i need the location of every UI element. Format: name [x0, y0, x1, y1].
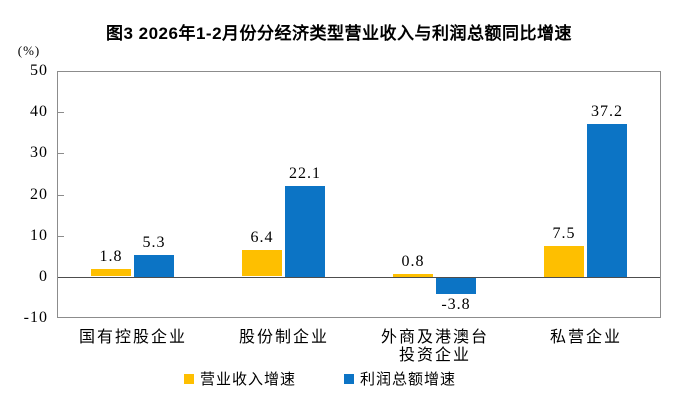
- legend-item: 营业收入增速: [183, 368, 296, 389]
- bar-营业收入增速: [544, 246, 584, 277]
- y-tick-mark: [58, 235, 64, 237]
- chart-title: 图3 2026年1-2月份分经济类型营业收入与利润总额同比增速: [105, 24, 573, 43]
- bar-利润总额增速: [134, 255, 174, 277]
- bar-value-label: 37.2: [591, 103, 623, 120]
- legend-marker-icon: [344, 373, 354, 384]
- bar-营业收入增速: [242, 250, 282, 276]
- bar-value-label: 0.8: [401, 253, 425, 270]
- bar-利润总额增速: [436, 278, 476, 294]
- zero-baseline: [58, 277, 660, 278]
- bar-利润总额增速: [587, 124, 627, 277]
- y-axis-unit-label: (%): [17, 43, 41, 58]
- bar-value-label: 6.4: [250, 229, 274, 246]
- bar-value-label: 7.5: [552, 225, 576, 242]
- legend-label: 营业收入增速: [199, 372, 296, 388]
- y-tick-label: 40: [30, 103, 48, 121]
- y-tick-label: 30: [30, 144, 48, 162]
- x-category-label: 股份制企业: [238, 329, 329, 346]
- y-tick-label: 10: [30, 226, 48, 244]
- legend-marker-icon: [183, 373, 194, 384]
- bar-利润总额增速: [285, 186, 325, 277]
- x-category-label: 外商及港澳台 投资企业: [380, 329, 489, 364]
- bar-value-label: -3.8: [441, 296, 471, 313]
- legend-item: 利润总额增速: [344, 368, 456, 389]
- plot-area: [57, 71, 661, 318]
- y-tick-mark: [58, 112, 64, 114]
- y-tick-label: -10: [23, 309, 48, 326]
- y-tick-label: 0: [39, 267, 48, 285]
- bar-营业收入增速: [393, 274, 433, 277]
- bar-value-label: 22.1: [289, 165, 321, 182]
- y-tick-label: 20: [30, 185, 48, 203]
- legend: 营业收入增速 利润总额增速: [0, 368, 640, 389]
- bar-value-label: 1.8: [99, 248, 123, 265]
- y-tick-mark: [58, 194, 64, 196]
- y-tick-label: 50: [30, 62, 48, 79]
- x-category-label: 私营企业: [549, 329, 622, 346]
- legend-label: 利润总额增速: [360, 372, 457, 388]
- x-category-label: 国有控股企业: [78, 329, 187, 346]
- bar-营业收入增速: [91, 269, 131, 276]
- y-tick-mark: [58, 153, 64, 155]
- bar-value-label: 5.3: [142, 234, 166, 251]
